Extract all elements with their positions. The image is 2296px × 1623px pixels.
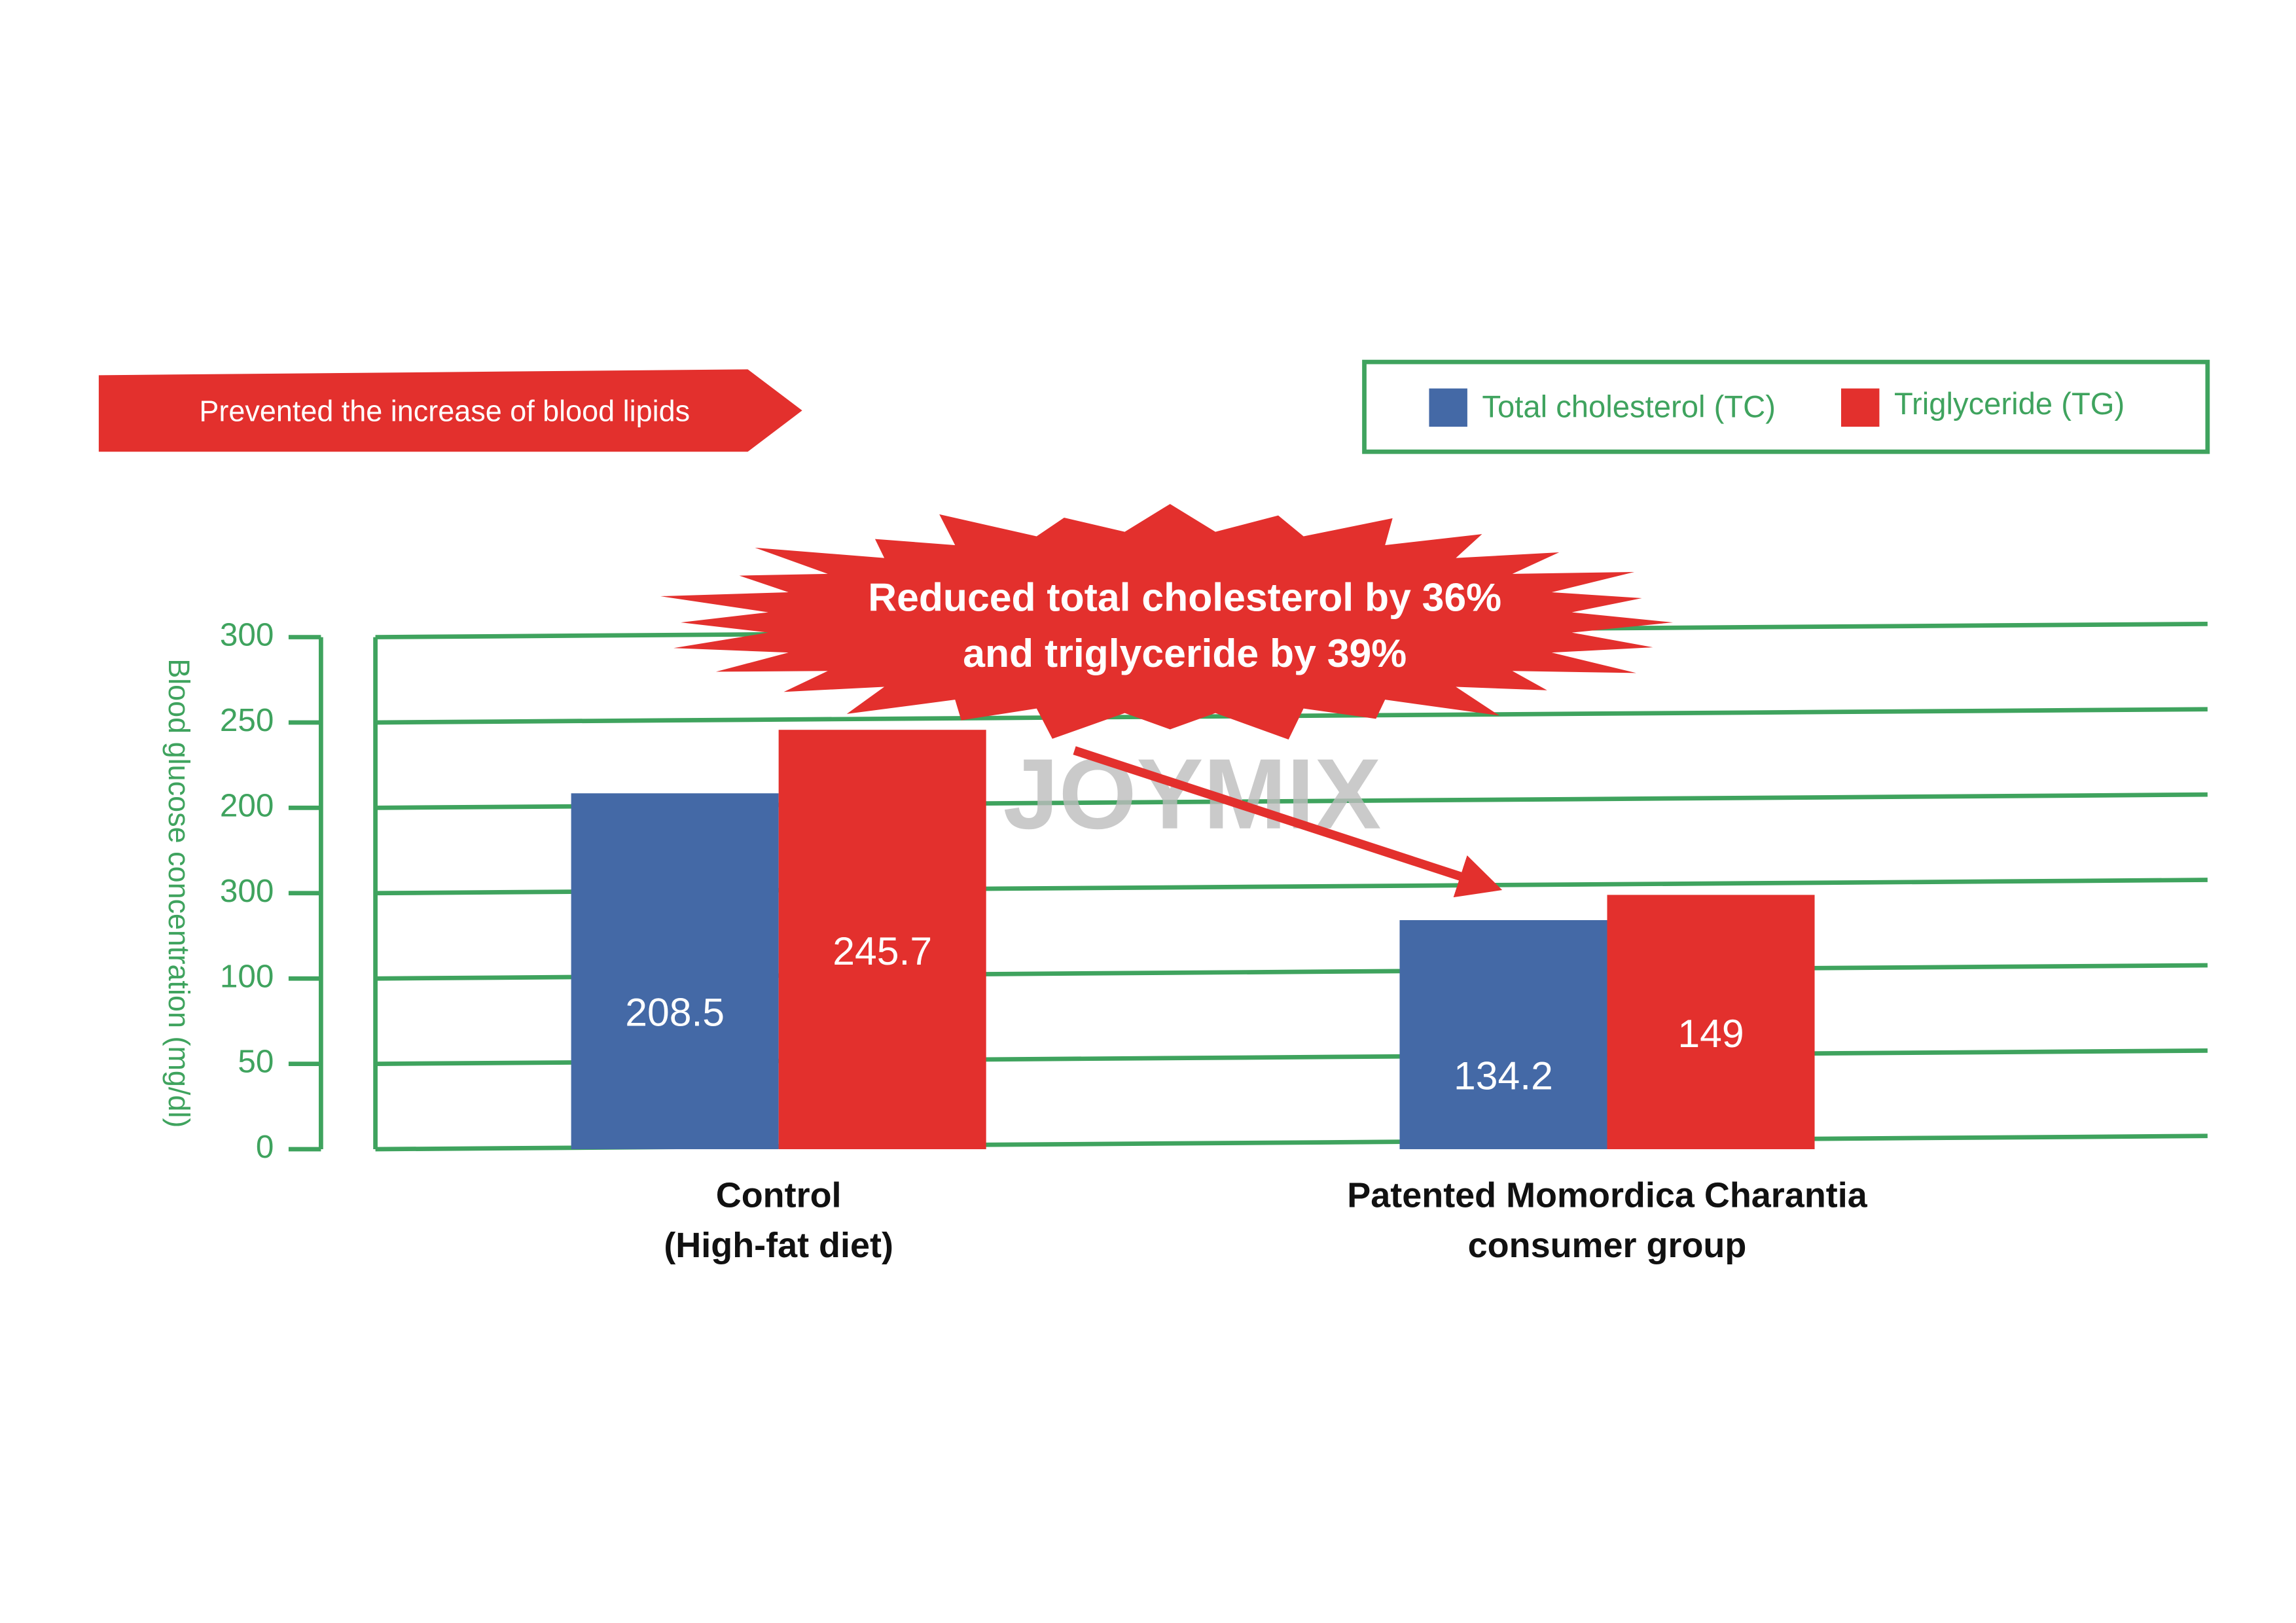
x-tick-label: (High-fat diet) [664, 1226, 893, 1265]
banner-shape [98, 369, 802, 452]
bar [1399, 919, 1607, 1150]
y-tick-label: 250 [220, 702, 274, 738]
bar [571, 793, 779, 1150]
bar [1607, 895, 1815, 1150]
x-tick-label: consumer group [1468, 1226, 1747, 1265]
x-tick-label: Patented Momordica Charantia [1347, 1175, 1867, 1215]
annotation-burst [660, 504, 1674, 740]
data-label: 149 [1677, 1011, 1744, 1056]
trend-arrow [1073, 746, 1503, 898]
y-tick-label: 0 [256, 1129, 274, 1165]
legend-swatch [1841, 388, 1880, 427]
legend-swatch [1429, 388, 1467, 427]
legend-label: Total cholesterol (TC) [1482, 390, 1776, 425]
y-tick-label: 100 [220, 958, 274, 994]
y-tick-label: 50 [238, 1044, 274, 1080]
y-axis-label: Blood glucose concentration (mg/dl) [162, 658, 196, 1128]
y-tick-label: 300 [220, 617, 274, 653]
data-label: 134.2 [1454, 1053, 1553, 1097]
annotation-line: and triglyceride by 39% [963, 631, 1407, 675]
banner-text: Prevented the increase of blood lipids [199, 395, 690, 428]
data-label: 245.7 [833, 929, 932, 973]
legend-box [1362, 359, 2210, 454]
bar [778, 730, 986, 1150]
plot: 0 50 100 300 200 250 300 208.5 134.2 Total choles… [220, 387, 2208, 1265]
legend-label: Triglyceride (TG) [1894, 387, 2125, 421]
y-tick-label: 300 [220, 873, 274, 909]
x-tick-label: Control [716, 1175, 842, 1215]
data-label: 208.5 [625, 990, 725, 1035]
y-tick-label: 200 [220, 787, 274, 823]
annotation-line: Reduced total cholesterol by 36% [868, 575, 1501, 619]
